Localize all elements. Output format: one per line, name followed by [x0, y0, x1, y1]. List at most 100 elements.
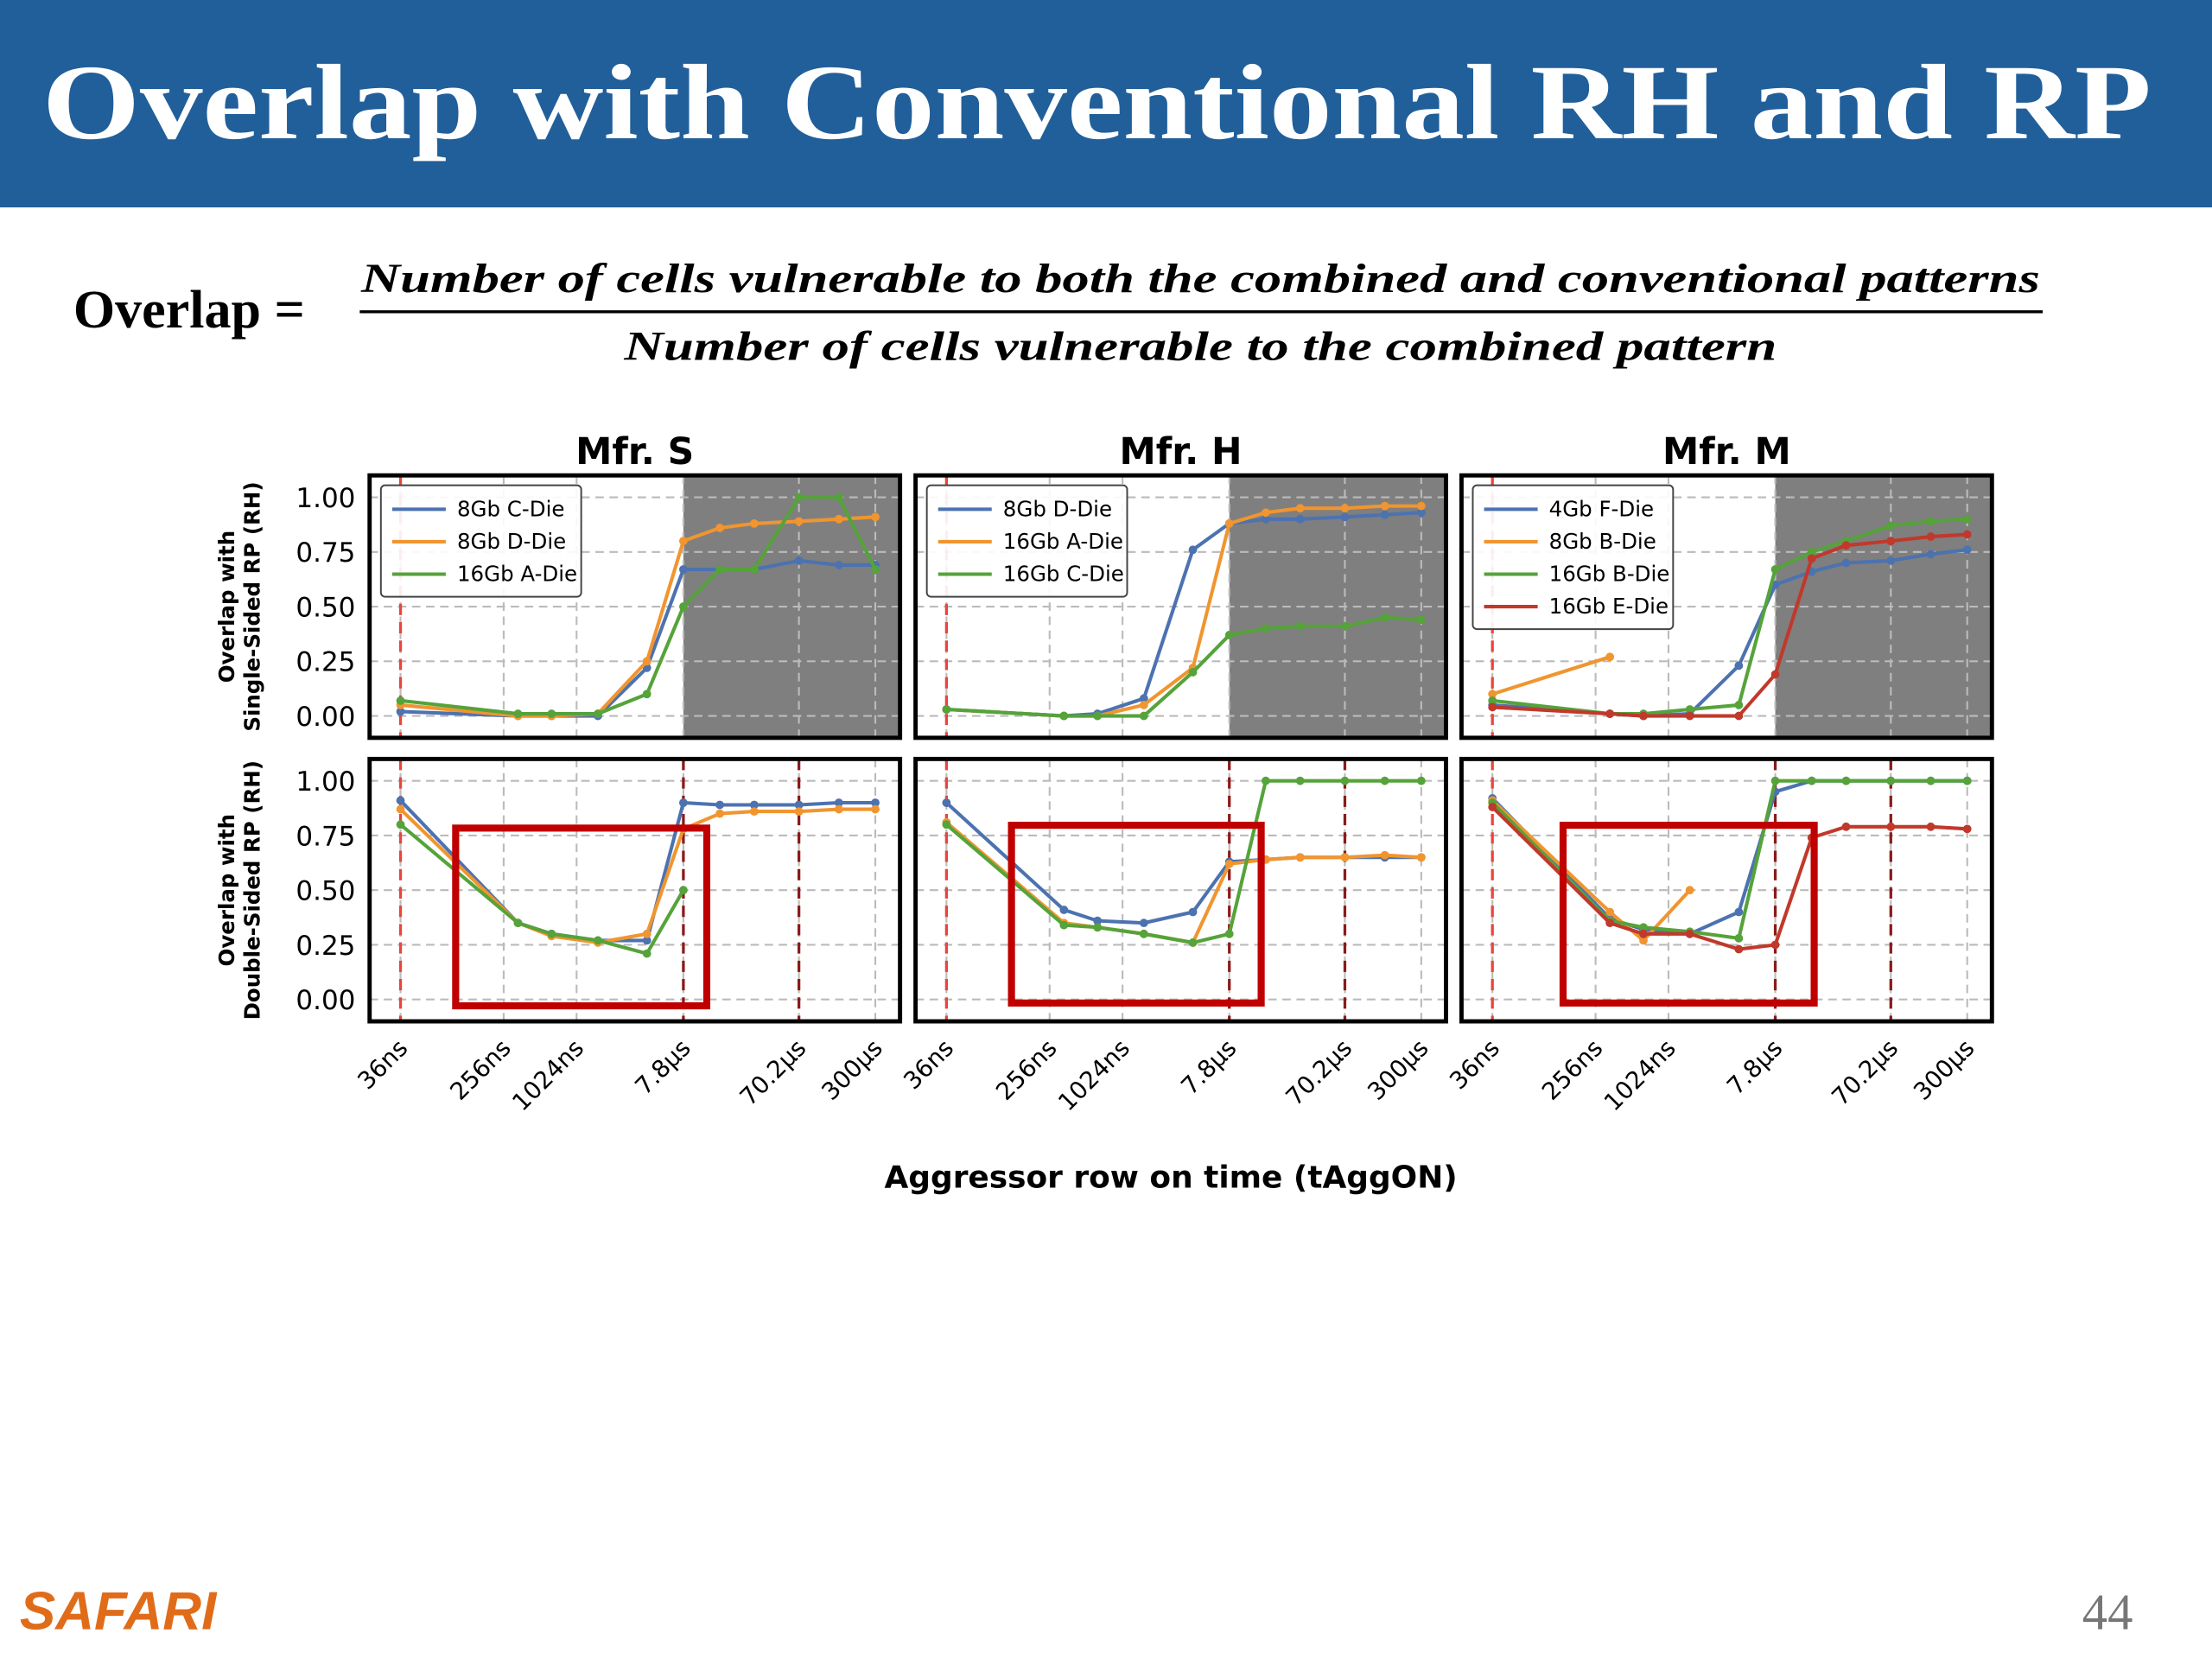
data-point [1224, 631, 1234, 639]
data-point [1262, 508, 1270, 518]
data-point [834, 493, 843, 502]
data-point [942, 820, 951, 830]
data-point [1380, 613, 1389, 622]
legend-label: 16Gb A-Die [1003, 529, 1123, 554]
chart-title: Mfr. S [575, 431, 694, 474]
data-point [715, 524, 724, 532]
data-point [1188, 907, 1198, 917]
data-point [1841, 776, 1851, 785]
data-point [642, 690, 652, 699]
data-point [1770, 940, 1780, 950]
data-point [1340, 776, 1350, 785]
data-point [1380, 510, 1389, 519]
data-point [1488, 702, 1497, 712]
data-point [1685, 886, 1694, 895]
data-point [1416, 853, 1426, 862]
data-point [1059, 906, 1069, 914]
data-point [1926, 550, 1936, 559]
data-point [1807, 547, 1816, 556]
data-point [1139, 701, 1148, 709]
data-point [1188, 938, 1198, 947]
data-point [749, 800, 759, 810]
data-point [1886, 822, 1896, 831]
slide-title: Overlap with Conventional RH and RP [42, 42, 2152, 162]
data-point [794, 800, 804, 810]
data-point [1770, 670, 1780, 679]
series-line [399, 823, 685, 956]
y-tick-label: 0.50 [296, 876, 355, 907]
plot-frame [367, 473, 903, 741]
legend-label: 4Gb F-Die [1549, 497, 1654, 522]
data-point [396, 804, 405, 814]
y-axis-label: Double-Sided RP (RH) [239, 760, 264, 1020]
plot-frame [1459, 756, 1994, 1024]
legend-label: 16Gb B-Die [1549, 562, 1670, 587]
data-point [1639, 936, 1648, 945]
data-point [1488, 803, 1497, 811]
header-bar [0, 0, 2212, 207]
data-point [1886, 537, 1896, 546]
data-point [1962, 545, 1972, 555]
data-point [396, 707, 405, 716]
data-point [871, 565, 880, 574]
data-point [1685, 929, 1694, 938]
page-number: 44 [2082, 1585, 2133, 1641]
data-point [715, 809, 724, 818]
data-point [1639, 929, 1648, 938]
data-point [1841, 558, 1851, 568]
data-point [1488, 690, 1497, 699]
data-point [1807, 554, 1816, 563]
data-point [1139, 694, 1148, 703]
data-point [834, 561, 843, 569]
data-point [1685, 705, 1694, 714]
chart-title: Mfr. H [1120, 431, 1243, 474]
legend-box [379, 484, 582, 598]
plot-area [915, 759, 1446, 1022]
plot-frame [913, 473, 1448, 741]
data-point [1188, 668, 1198, 677]
legend-label: 8Gb B-Die [1549, 529, 1656, 554]
y-tick-label: 1.00 [296, 483, 355, 514]
legend-label: 8Gb C-Die [457, 497, 564, 522]
data-point [794, 517, 804, 526]
data-point [871, 512, 880, 522]
legend-label: 16Gb C-Die [1003, 562, 1124, 587]
y-tick-label: 0.25 [296, 931, 355, 962]
legend-label: 8Gb D-Die [457, 529, 566, 554]
data-point [1224, 518, 1234, 528]
logo: SAFARI [20, 1582, 218, 1642]
data-point [1340, 621, 1350, 631]
data-point [1605, 918, 1615, 928]
formula-denominator: Number of cells vulnerable to the combin… [623, 324, 1777, 369]
data-point [1734, 711, 1744, 721]
data-point [1734, 907, 1744, 917]
data-point [396, 696, 405, 705]
data-point [1841, 541, 1851, 550]
data-point [749, 518, 759, 528]
y-tick-label: 0.75 [296, 821, 355, 852]
data-point [1605, 709, 1615, 718]
data-point [871, 798, 880, 807]
data-point [794, 807, 804, 816]
y-tick-label: 0.00 [296, 702, 355, 733]
data-point [749, 807, 759, 816]
highlight-box [452, 824, 711, 1010]
y-tick-label: 1.00 [296, 766, 355, 798]
data-point [1605, 652, 1615, 662]
data-point [1734, 933, 1744, 943]
y-tick-label: 0.00 [296, 985, 355, 1016]
data-point [1340, 504, 1350, 513]
data-point [1416, 776, 1426, 785]
data-point [642, 949, 652, 958]
y-tick-label: 0.50 [296, 592, 355, 623]
data-point [1886, 521, 1896, 531]
data-point [1734, 661, 1744, 671]
data-point [1962, 776, 1972, 785]
data-point [1926, 532, 1936, 541]
data-point [1139, 929, 1148, 938]
data-point [1059, 711, 1069, 721]
data-point [547, 929, 556, 938]
data-point [871, 804, 880, 814]
